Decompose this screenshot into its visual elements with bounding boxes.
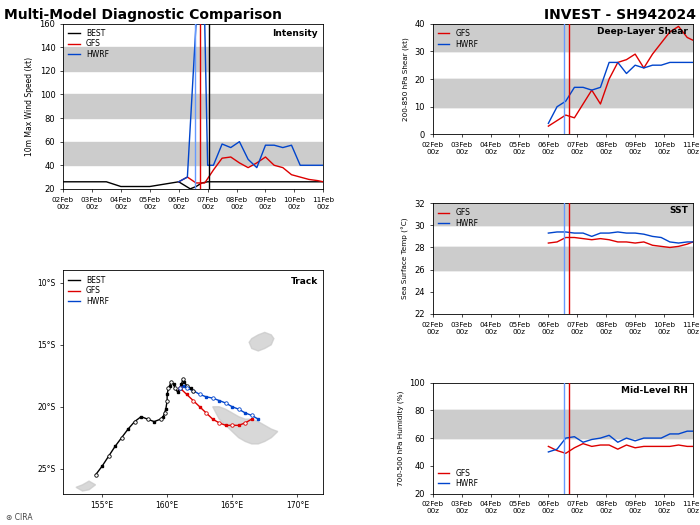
Bar <box>433 79 693 107</box>
Bar <box>433 247 693 270</box>
Legend: GFS, HWRF: GFS, HWRF <box>437 207 480 229</box>
Bar <box>63 94 323 118</box>
Text: Multi-Model Diagnostic Comparison: Multi-Model Diagnostic Comparison <box>4 8 281 22</box>
Text: Mid-Level RH: Mid-Level RH <box>621 386 688 395</box>
Bar <box>433 203 693 225</box>
Legend: BEST, GFS, HWRF: BEST, GFS, HWRF <box>66 27 111 60</box>
Text: Intensity: Intensity <box>272 28 318 38</box>
Text: ⊛ CIRA: ⊛ CIRA <box>6 513 32 522</box>
Bar <box>433 411 693 438</box>
Bar <box>63 142 323 165</box>
Bar <box>433 79 693 107</box>
Bar <box>63 47 323 71</box>
Legend: GFS, HWRF: GFS, HWRF <box>437 27 480 50</box>
Y-axis label: 10m Max Wind Speed (kt): 10m Max Wind Speed (kt) <box>25 57 34 156</box>
Bar <box>433 24 693 51</box>
Bar <box>433 411 693 438</box>
Text: Deep-Layer Shear: Deep-Layer Shear <box>597 27 688 36</box>
Y-axis label: Sea Surface Temp (°C): Sea Surface Temp (°C) <box>402 218 409 299</box>
Text: Track: Track <box>291 277 318 286</box>
Bar <box>433 24 693 51</box>
Legend: BEST, GFS, HWRF: BEST, GFS, HWRF <box>66 274 111 307</box>
Text: SST: SST <box>669 206 688 215</box>
Legend: GFS, HWRF: GFS, HWRF <box>437 467 480 490</box>
Polygon shape <box>213 407 278 444</box>
Y-axis label: 200-850 hPa Shear (kt): 200-850 hPa Shear (kt) <box>402 37 409 121</box>
Text: INVEST - SH942024: INVEST - SH942024 <box>545 8 696 22</box>
Bar <box>433 247 693 270</box>
Polygon shape <box>249 332 274 351</box>
Bar <box>433 203 693 225</box>
Y-axis label: 700-500 hPa Humidity (%): 700-500 hPa Humidity (%) <box>397 391 404 486</box>
Polygon shape <box>76 481 95 491</box>
